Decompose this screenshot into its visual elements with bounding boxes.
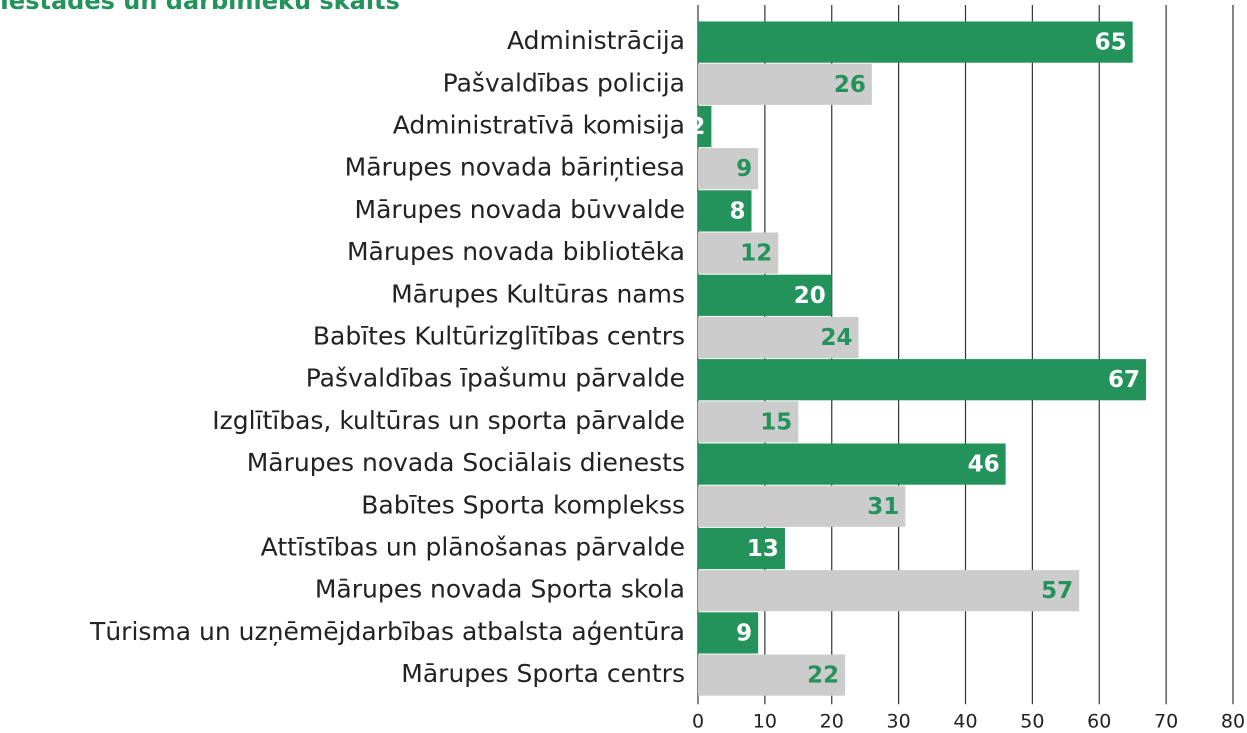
bar <box>698 63 872 105</box>
y-tick-label: Mārupes Sporta centrs <box>401 659 685 688</box>
y-tick-label: Mārupes novada bāriņtiesa <box>345 153 685 182</box>
bar <box>698 316 859 359</box>
x-tick-label: 0 <box>692 711 704 733</box>
x-tick-label: 50 <box>1020 711 1044 733</box>
bar <box>698 485 906 527</box>
bar <box>698 401 799 443</box>
value-label: 67 <box>1108 367 1140 393</box>
value-label: 31 <box>867 494 899 520</box>
x-tick-label: 30 <box>887 711 911 733</box>
x-tick-label: 40 <box>953 711 977 733</box>
bar <box>698 105 712 148</box>
bar <box>698 443 1006 485</box>
value-label: 8 <box>729 198 745 224</box>
value-label: 9 <box>736 156 752 182</box>
y-tick-label: Tūrisma un uzņēmējdarbības atbalsta aģen… <box>89 617 685 646</box>
bar <box>698 21 1133 63</box>
x-tick-label: 70 <box>1154 711 1178 733</box>
y-tick-label: Attīstības un plānošanas pārvalde <box>261 533 685 562</box>
value-label: 9 <box>736 620 752 646</box>
y-tick-label: Izglītības, kultūras un sporta pārvalde <box>212 406 685 435</box>
value-label: 20 <box>794 283 826 309</box>
y-tick-label: Mārupes novada bibliotēka <box>347 237 685 266</box>
y-tick-label: Babītes Kultūrizglītības centrs <box>313 322 685 351</box>
y-tick-label: Pašvaldības īpašumu pārvalde <box>306 364 685 393</box>
bar <box>698 274 832 316</box>
value-label: 24 <box>820 325 852 351</box>
x-tick-label: 80 <box>1221 711 1245 733</box>
value-label: 22 <box>807 663 839 689</box>
y-tick-label: Mārupes novada Sporta skola <box>315 575 685 604</box>
bar <box>698 359 1147 401</box>
y-tick-label: Mārupes novada Sociālais dienests <box>247 448 685 477</box>
y-tick-label: Administratīvā komisija <box>393 111 685 140</box>
value-label: 26 <box>834 72 866 98</box>
y-tick-label: Administrācija <box>507 26 685 55</box>
y-tick-label: Mārupes Kultūras nams <box>391 279 685 308</box>
bar <box>698 148 759 190</box>
value-label: 13 <box>747 536 779 562</box>
y-tick-label: Babītes Sporta komplekss <box>361 490 685 519</box>
value-label: 15 <box>760 409 792 435</box>
bar <box>698 612 759 654</box>
bar <box>698 570 1080 612</box>
chart-title: Iestādes un darbinieku skaits <box>0 0 400 15</box>
value-label: 12 <box>740 241 772 267</box>
bar <box>698 654 846 696</box>
y-tick-label: Pašvaldības policija <box>443 68 685 97</box>
value-label: 2 <box>689 114 705 140</box>
x-tick-label: 10 <box>753 711 777 733</box>
value-label: 65 <box>1095 30 1127 56</box>
x-tick-label: 60 <box>1087 711 1111 733</box>
x-tick-label: 20 <box>820 711 844 733</box>
bar <box>698 190 752 232</box>
y-tick-label: Mārupes novada būvvalde <box>355 195 685 224</box>
value-label: 57 <box>1041 578 1073 604</box>
bar <box>698 232 779 274</box>
value-label: 46 <box>968 452 1000 478</box>
bar <box>698 527 785 570</box>
